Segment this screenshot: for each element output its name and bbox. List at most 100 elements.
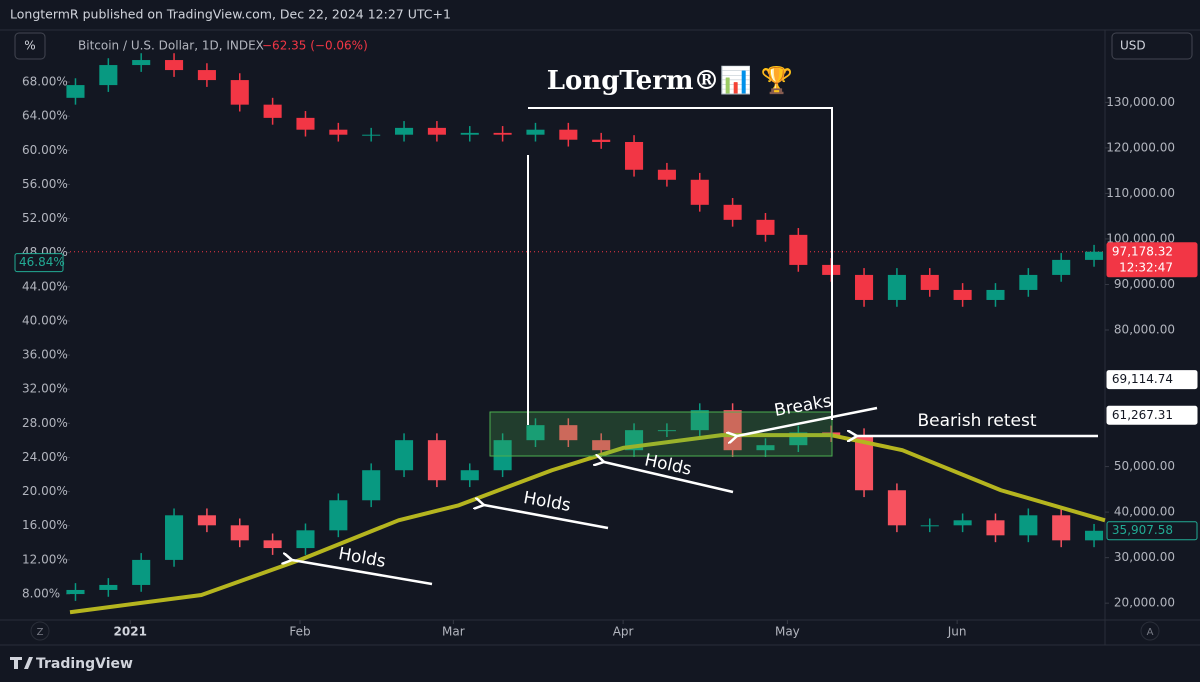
y2-tick-label: 40,000.00 bbox=[1114, 505, 1175, 519]
symbol-change: −62.35 (−0.06%) bbox=[262, 39, 368, 53]
candle-body bbox=[690, 179, 709, 205]
candle-body bbox=[427, 440, 446, 481]
y-tick-label: 52.00% bbox=[22, 211, 68, 225]
candle-body bbox=[263, 104, 282, 118]
y-tick-label: 44.00% bbox=[22, 279, 68, 293]
candle-body bbox=[986, 289, 1005, 300]
candle-body bbox=[66, 85, 85, 98]
price-label: 35,907.58 bbox=[1112, 523, 1173, 537]
candle-body bbox=[132, 60, 151, 66]
candle-body bbox=[66, 589, 85, 595]
candle-body bbox=[887, 274, 906, 300]
y-tick-label: 60.00% bbox=[22, 143, 68, 157]
x-tick-label: Apr bbox=[613, 625, 634, 639]
candle-body bbox=[230, 525, 249, 541]
footer-brand: TradingView bbox=[36, 656, 133, 672]
x-tick-label: May bbox=[775, 625, 800, 639]
range-zone bbox=[489, 411, 833, 457]
candle-body bbox=[657, 169, 676, 180]
drawing-title: LongTerm®📊 🏆 bbox=[547, 65, 794, 96]
candle-body bbox=[329, 500, 348, 531]
plot: 8.00% 12.00% 16.00% 20.00% 24.00% 28.00% 32.00… bbox=[14, 53, 1198, 639]
y-tick-label: 56.00% bbox=[22, 177, 68, 191]
candle-body bbox=[165, 60, 184, 71]
candle-body bbox=[1085, 530, 1104, 541]
candle-body bbox=[920, 525, 939, 527]
candle-body bbox=[197, 70, 216, 81]
candle-body bbox=[855, 274, 874, 300]
left-price-label-box bbox=[14, 253, 64, 273]
y2-tick-label: 50,000.00 bbox=[1114, 459, 1175, 473]
zoom-button[interactable] bbox=[30, 621, 50, 641]
candle-body bbox=[526, 425, 545, 441]
y2-tick-label: 30,000.00 bbox=[1114, 550, 1175, 564]
candle-body bbox=[657, 430, 676, 432]
y-tick-label: 36.00% bbox=[22, 348, 68, 362]
arrow bbox=[604, 462, 734, 494]
candle-body bbox=[230, 80, 249, 105]
moving-average bbox=[69, 433, 1106, 615]
y-tick-label: 8.00% bbox=[22, 586, 60, 600]
candle-body bbox=[887, 490, 906, 526]
candle-body bbox=[986, 520, 1005, 536]
candle-body bbox=[99, 584, 118, 590]
candle-body bbox=[296, 117, 315, 130]
auto-scale-label[interactable]: A bbox=[1147, 627, 1154, 638]
y-tick-label: 16.00% bbox=[22, 518, 68, 532]
price-label: 61,267.31 bbox=[1112, 408, 1173, 422]
y-tick-label: 64.00% bbox=[22, 109, 68, 123]
candle-body bbox=[592, 139, 611, 142]
currency-label[interactable]: USD bbox=[1120, 39, 1146, 53]
candle-body bbox=[427, 127, 446, 135]
candle-body bbox=[953, 520, 972, 526]
x-tick-label: 2021 bbox=[114, 625, 147, 639]
annotation: Bearish retest bbox=[917, 411, 1036, 431]
x-tick-label: Jun bbox=[947, 625, 967, 639]
y-tick-label: 20.00% bbox=[22, 484, 68, 498]
candle-body bbox=[460, 132, 479, 135]
candle-body bbox=[1052, 515, 1071, 541]
candle-body bbox=[197, 515, 216, 526]
auto-scale-button[interactable] bbox=[1140, 621, 1160, 641]
currency-button[interactable] bbox=[1111, 32, 1193, 60]
candle-body bbox=[132, 559, 151, 585]
arrow bbox=[737, 406, 878, 436]
candle-body bbox=[756, 219, 775, 235]
zoom-button-label[interactable]: Z bbox=[37, 627, 44, 638]
x-tick-label: Feb bbox=[289, 625, 310, 639]
candle-body bbox=[559, 425, 578, 441]
y-tick-label: 40.00% bbox=[22, 313, 68, 327]
percent-button[interactable] bbox=[14, 32, 46, 60]
y-tick-label: 32.00% bbox=[22, 382, 68, 396]
candle-body bbox=[756, 445, 775, 451]
price-label-time: 12:32:47 bbox=[1119, 260, 1173, 274]
x-tick-label: Mar bbox=[442, 625, 465, 639]
candle-body bbox=[296, 530, 315, 549]
y-tick-label: 28.00% bbox=[22, 416, 68, 430]
bracket-right bbox=[528, 107, 833, 420]
price-label: 97,178.32 bbox=[1112, 244, 1173, 258]
arrow bbox=[292, 560, 433, 586]
candle-body bbox=[855, 435, 874, 491]
candle-body bbox=[362, 134, 381, 136]
percent-button-label[interactable]: % bbox=[24, 39, 35, 53]
candle-body bbox=[395, 127, 414, 135]
candle-body bbox=[526, 129, 545, 135]
candle-body bbox=[1052, 259, 1071, 275]
y2-tick-label: 20,000.00 bbox=[1114, 596, 1175, 610]
candle-body bbox=[1019, 274, 1038, 290]
candle-body bbox=[1085, 251, 1104, 260]
price-label: 69,114.74 bbox=[1112, 372, 1173, 386]
arrow bbox=[484, 505, 609, 530]
candle-body bbox=[263, 540, 282, 549]
price-label-box bbox=[1106, 370, 1198, 390]
y2-tick-label: 120,000.00 bbox=[1106, 140, 1175, 154]
y-tick-label: 12.00% bbox=[22, 552, 68, 566]
candle-body bbox=[690, 410, 709, 431]
candle-body bbox=[625, 141, 644, 170]
candle-body bbox=[329, 129, 348, 135]
candle-body bbox=[165, 515, 184, 560]
candle-body bbox=[493, 440, 512, 471]
